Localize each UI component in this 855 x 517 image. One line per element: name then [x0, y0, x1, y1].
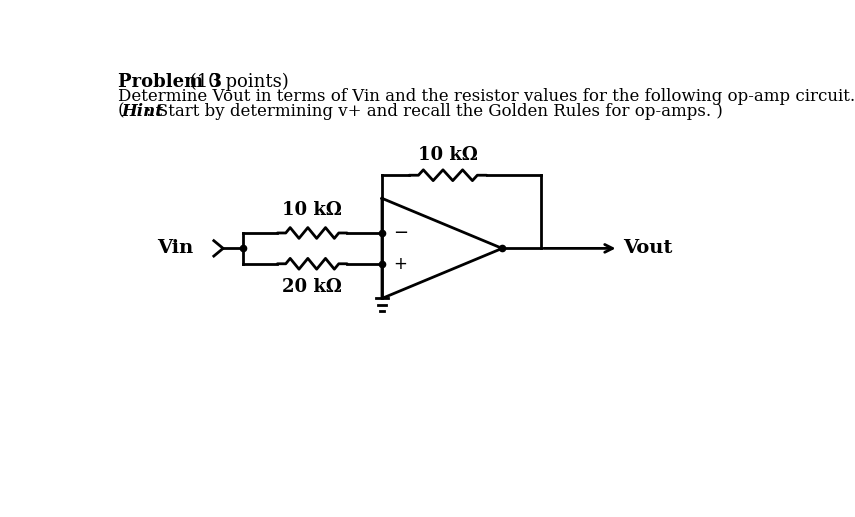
Text: 10 kΩ: 10 kΩ	[282, 201, 342, 219]
Text: Determine Vout in terms of Vin and the resistor values for the following op-amp : Determine Vout in terms of Vin and the r…	[118, 88, 855, 105]
Text: Vin: Vin	[157, 239, 193, 257]
Text: 20 kΩ: 20 kΩ	[282, 278, 342, 296]
Text: +: +	[392, 255, 407, 273]
Text: Problem 3: Problem 3	[118, 73, 221, 91]
Text: : Start by determining v+ and recall the Golden Rules for op-amps. ): : Start by determining v+ and recall the…	[146, 103, 723, 120]
Text: (10 points): (10 points)	[185, 73, 289, 91]
Text: Hint: Hint	[121, 103, 163, 120]
Text: 10 kΩ: 10 kΩ	[418, 146, 478, 164]
Text: (: (	[118, 103, 124, 120]
Text: −: −	[392, 224, 408, 242]
Text: Vout: Vout	[623, 239, 672, 257]
